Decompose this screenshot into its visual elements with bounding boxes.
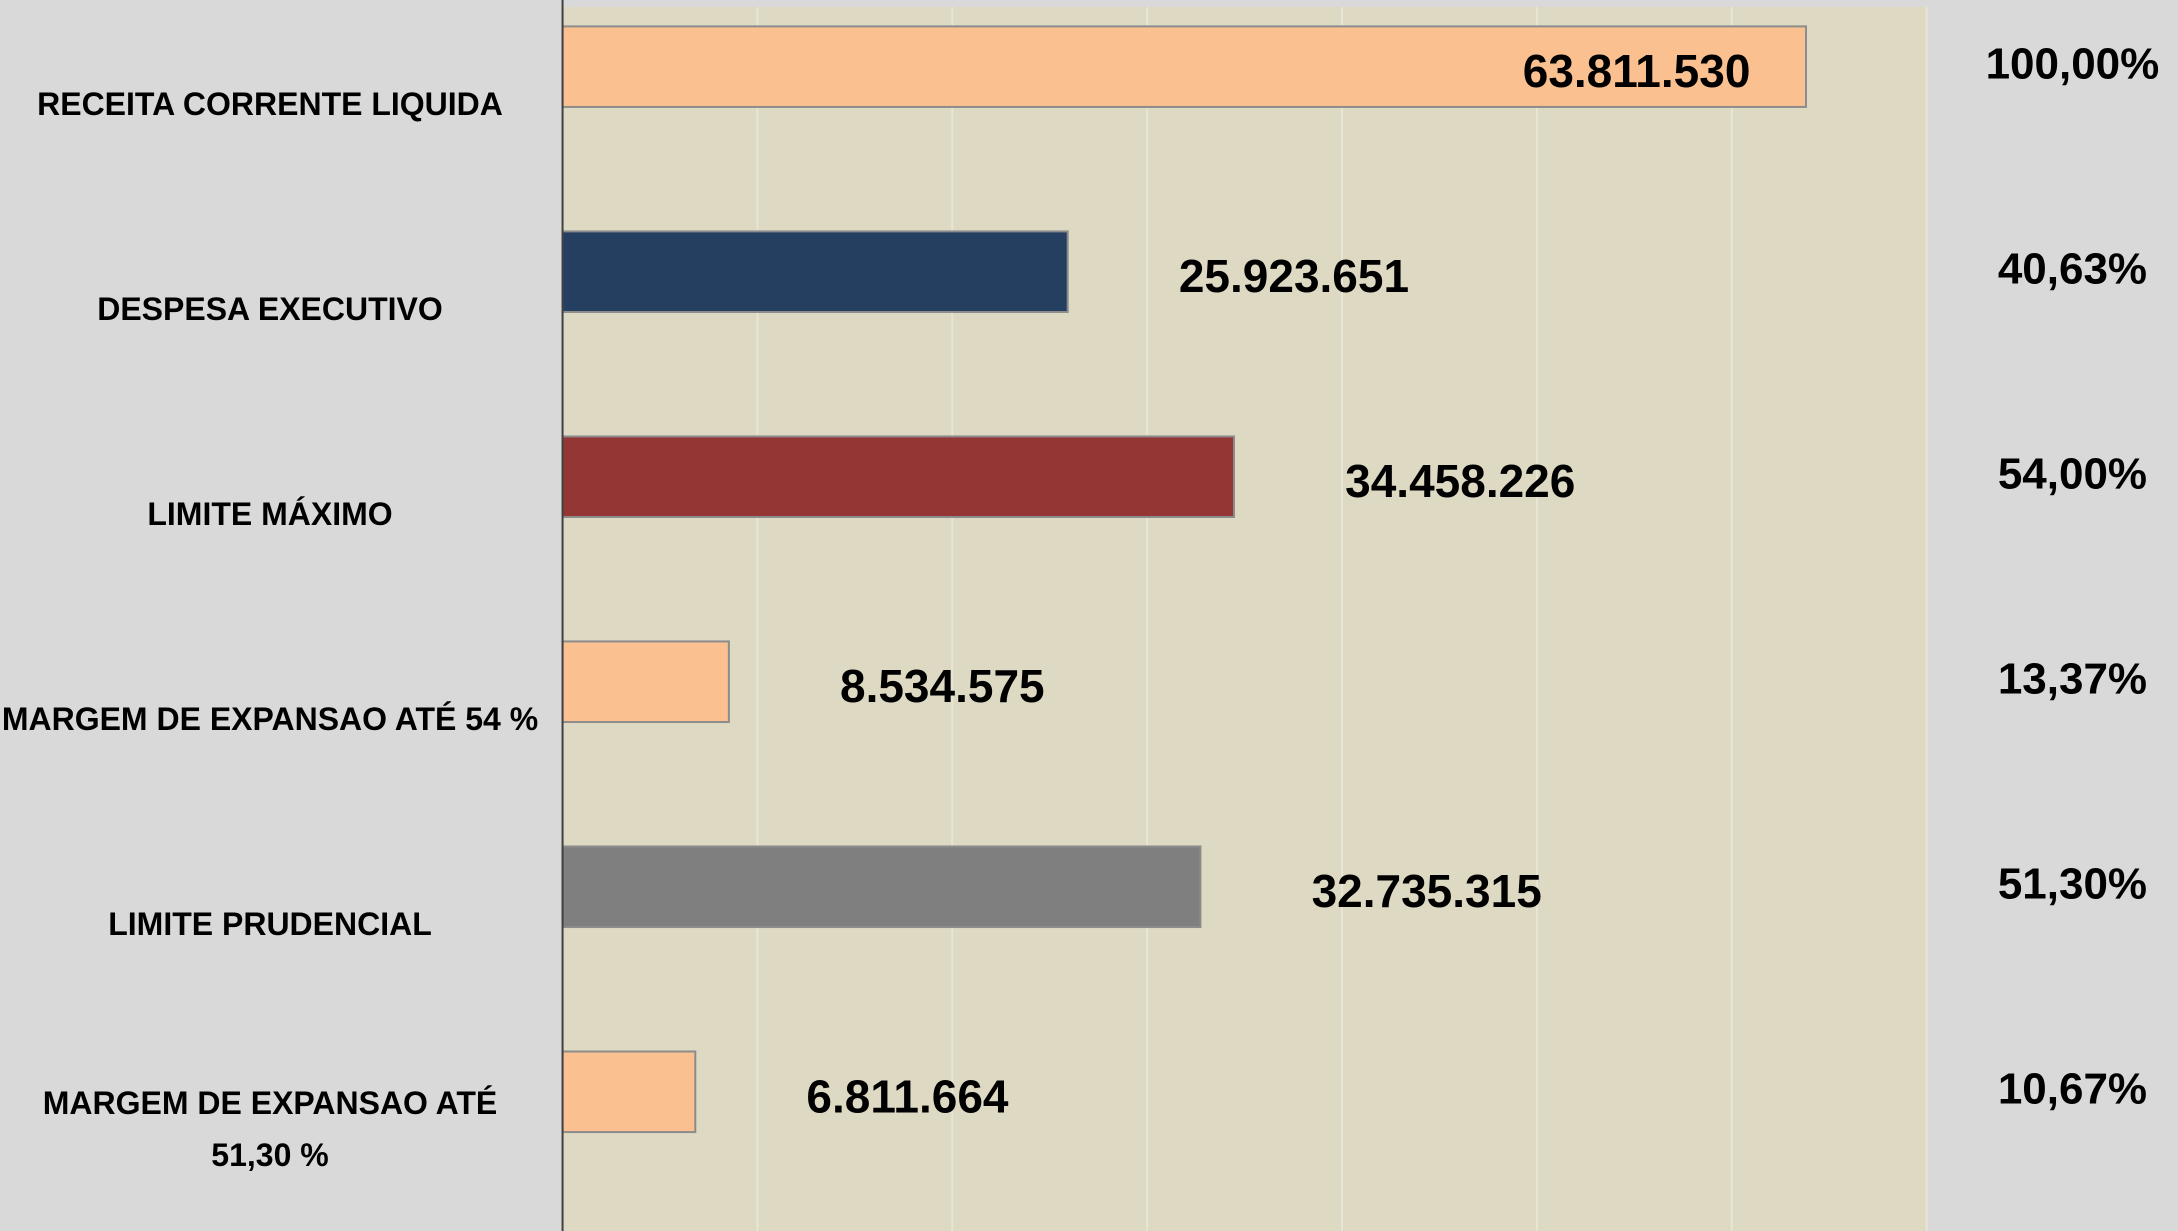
category-label: MARGEM DE EXPANSAO ATÉ 51,30 % (42, 1085, 498, 1174)
percent-label: 10,67% (1998, 1064, 2147, 1113)
bar (561, 230, 1069, 313)
percent-label: 54,00% (1998, 449, 2147, 498)
value-label: 8.534.575 (840, 660, 1045, 712)
value-label: 6.811.664 (806, 1070, 1009, 1122)
bar (561, 435, 1236, 518)
value-label: 25.923.651 (1179, 250, 1409, 302)
value-label: 32.735.315 (1312, 865, 1542, 917)
plot-area (562, 6, 1927, 1231)
percent-label: 13,37% (1998, 654, 2147, 703)
category-label: RECEITA CORRENTE LIQUIDA (37, 86, 503, 123)
bar (561, 1050, 697, 1134)
bar (561, 640, 730, 724)
percent-label: 100,00% (1986, 39, 2160, 88)
value-label: 63.811.530 (1523, 45, 1751, 97)
category-label: DESPESA EXECUTIVO (97, 291, 443, 328)
percent-label: 40,63% (1998, 244, 2147, 293)
bar (561, 845, 1202, 929)
value-label: 34.458.226 (1345, 455, 1575, 507)
category-label: LIMITE PRUDENCIAL (108, 906, 432, 943)
category-label: LIMITE MÁXIMO (147, 496, 393, 533)
percent-label: 51,30% (1998, 859, 2147, 908)
category-label: MARGEM DE EXPANSAO ATÉ 54 % (1, 701, 539, 738)
